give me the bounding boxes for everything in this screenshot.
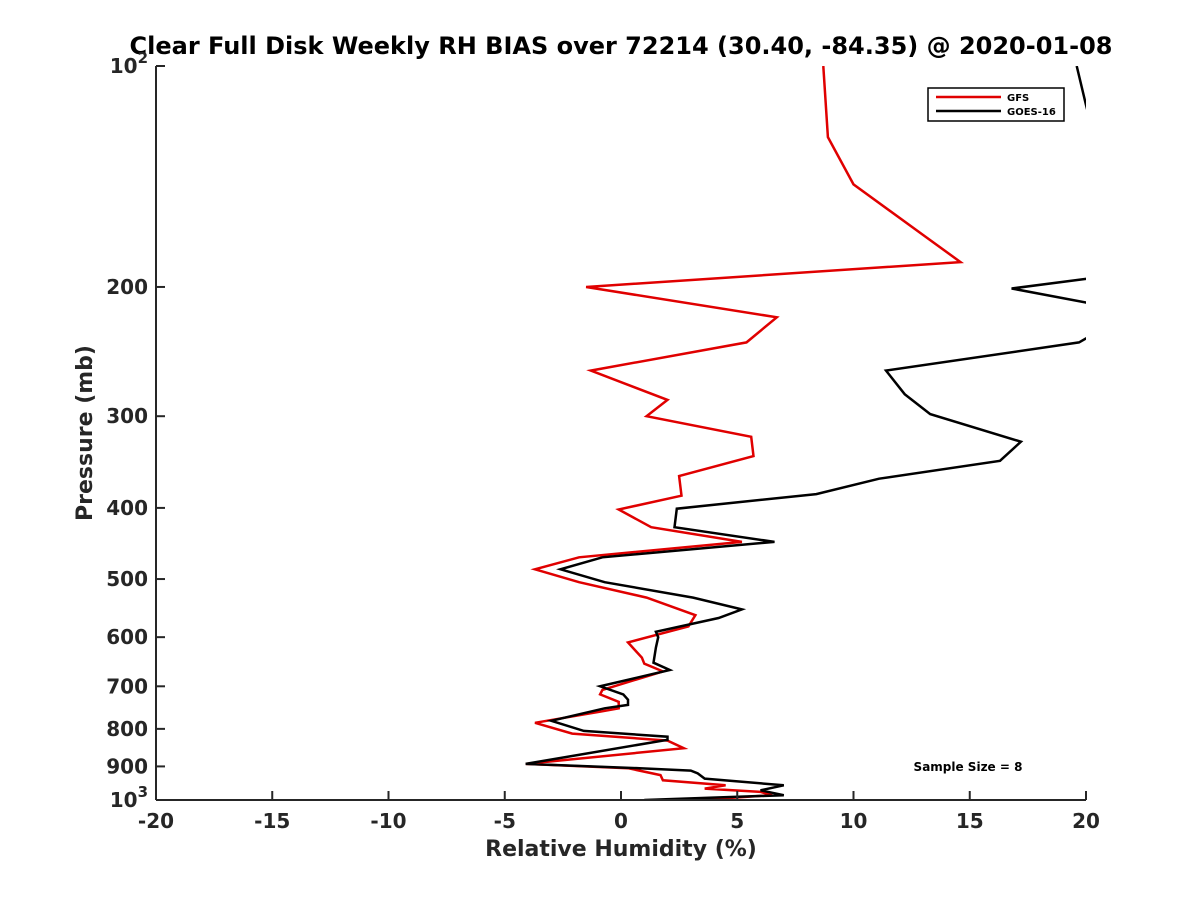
x-tick-label: 0: [614, 809, 628, 833]
y-axis-label: Pressure (mb): [73, 345, 98, 521]
series-line-gfs: [525, 66, 965, 800]
x-tick-label: 15: [956, 809, 984, 833]
x-tick-label: -20: [138, 809, 174, 833]
chart-title: Clear Full Disk Weekly RH BIAS over 7221…: [130, 32, 1113, 60]
legend-label: GFS: [1007, 93, 1029, 104]
legend-label: GOES-16: [1007, 107, 1056, 118]
y-tick-label: 700: [106, 674, 148, 698]
series-group: [525, 66, 1086, 800]
y-tick-label: 103: [110, 783, 148, 812]
x-tick-label: 5: [730, 809, 744, 833]
x-tick-label: -15: [254, 809, 290, 833]
x-tick-label: 20: [1072, 809, 1100, 833]
x-axis-label: Relative Humidity (%): [485, 837, 757, 862]
x-tick-label: -10: [370, 809, 406, 833]
y-tick-label: 600: [106, 625, 148, 649]
legend: GFS GOES-16: [927, 87, 1065, 122]
series-line-goes-16: [525, 66, 1086, 800]
y-tick-label: 500: [106, 567, 148, 591]
y-tick-label-exponent: 3: [138, 783, 148, 801]
y-tick-label-exponent: 2: [138, 49, 148, 67]
x-tick-label: -5: [494, 809, 516, 833]
y-tick-label: 900: [106, 754, 148, 778]
x-tick-label: 10: [840, 809, 868, 833]
legend-box: [927, 87, 1065, 122]
y-tick-label: 200: [106, 275, 148, 299]
y-tick-label: 300: [106, 404, 148, 428]
x-axis-ticks: -20 -15 -10 -5 0 5 10 15 20: [138, 791, 1100, 833]
y-tick-label: 102: [110, 49, 148, 78]
y-tick-label: 400: [106, 496, 148, 520]
y-tick-label-base: 10: [110, 54, 138, 78]
sample-size-annotation: Sample Size = 8: [914, 760, 1023, 774]
y-tick-label: 800: [106, 717, 148, 741]
y-tick-label-base: 10: [110, 788, 138, 812]
